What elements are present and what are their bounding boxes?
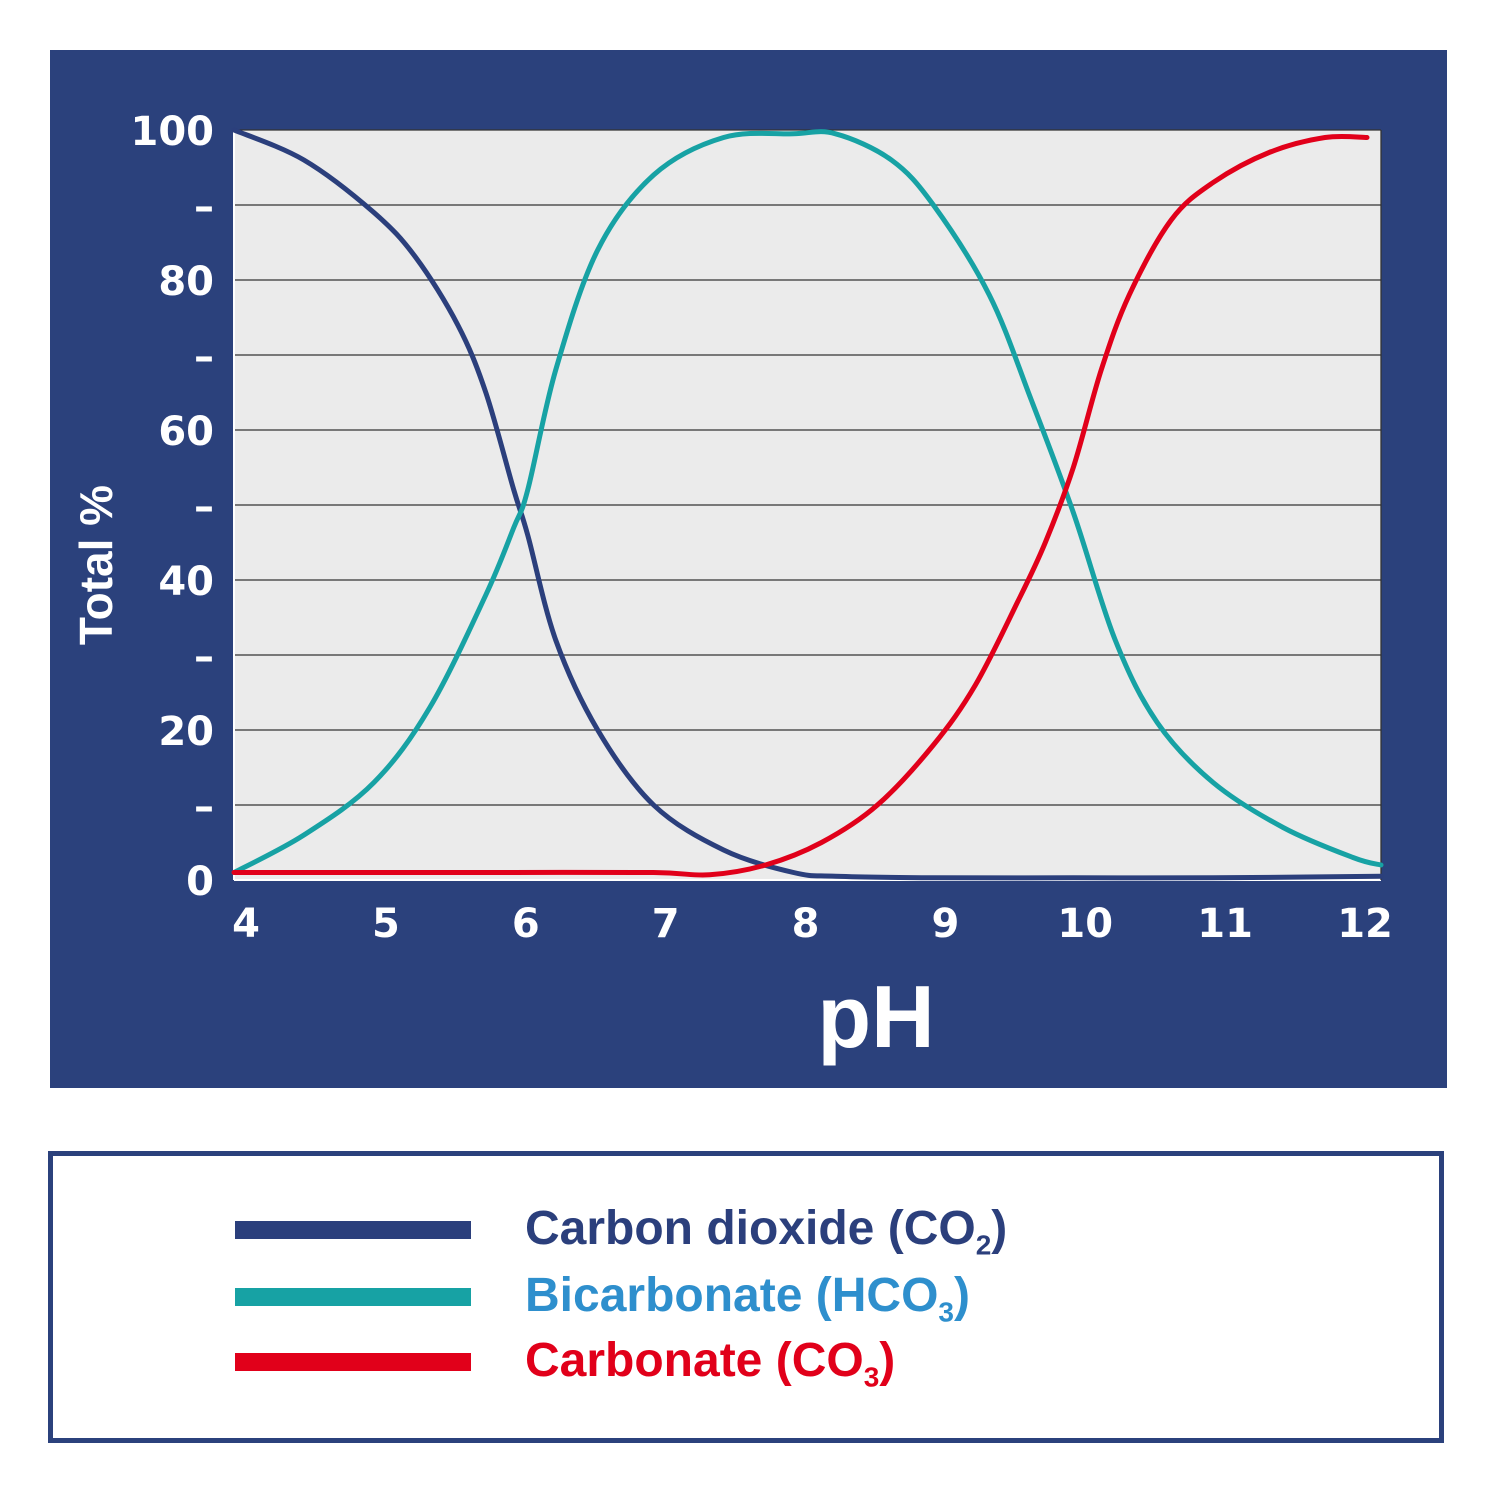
legend-swatch-carbon-dioxide — [235, 1221, 471, 1239]
legend-subscript: 3 — [863, 1361, 880, 1393]
legend-swatch-carbonate — [235, 1353, 471, 1371]
x-axis-title: pH — [817, 967, 934, 1066]
y-tick-label: 40 — [158, 559, 214, 605]
legend-name: Carbonate — [525, 1334, 763, 1387]
y-tick-label: – — [194, 184, 214, 230]
y-tick-label: 20 — [158, 709, 214, 755]
legend-label-bicarbonate: Bicarbonate (HCO3) — [525, 1269, 970, 1328]
legend-formula: CO — [791, 1334, 864, 1387]
x-tick-label: 4 — [232, 901, 260, 947]
legend-label-carbon-dioxide: Carbon dioxide (CO2) — [525, 1202, 1008, 1261]
y-tick-label: 0 — [186, 859, 214, 905]
legend-formula: CO — [903, 1202, 976, 1255]
x-tick-labels: 4 5 6 7 8 9 10 11 12 — [232, 901, 1393, 947]
y-tick-label: 100 — [131, 109, 215, 155]
x-tick-label: 12 — [1337, 901, 1393, 947]
series-line-bicarbonate — [231, 129, 1384, 875]
x-tick-label: 8 — [792, 901, 820, 947]
series-layer — [231, 127, 1384, 881]
legend-swatch-bicarbonate — [235, 1288, 471, 1306]
legend-item-bicarbonate: Bicarbonate (HCO3) — [235, 1268, 1335, 1328]
y-tick-label: – — [194, 484, 214, 530]
legend-item-carbonate: Carbonate (CO3) — [235, 1333, 1335, 1393]
legend-name: Bicarbonate — [525, 1269, 803, 1322]
grid-lines — [234, 129, 1382, 881]
x-tick-label: 11 — [1197, 901, 1253, 947]
legend-name: Carbon dioxide — [525, 1202, 875, 1255]
y-tick-label: – — [194, 334, 214, 380]
x-tick-label: 6 — [512, 901, 540, 947]
x-tick-label: 7 — [652, 901, 680, 947]
legend-subscript: 2 — [975, 1229, 992, 1261]
legend-formula: HCO — [831, 1269, 939, 1322]
y-tick-label: – — [194, 784, 214, 830]
y-tick-label: 80 — [158, 259, 214, 305]
x-tick-label: 5 — [372, 901, 400, 947]
chart-svg: 0 – 20 – 40 – 60 – 80 – 100 4 5 6 7 8 9 10 11 12 Total % p… — [50, 50, 1447, 1088]
legend-label-carbonate: Carbonate (CO3) — [525, 1334, 896, 1393]
legend-subscript: 3 — [938, 1296, 954, 1328]
x-tick-label: 9 — [931, 901, 959, 947]
y-tick-label: – — [194, 634, 214, 680]
legend-item-carbon-dioxide: Carbon dioxide (CO2) — [235, 1201, 1335, 1261]
series-line-carbon-dioxide — [231, 127, 1384, 881]
y-tick-label: 60 — [158, 409, 214, 455]
legend: Carbon dioxide (CO2) Bicarbonate (HCO3) … — [48, 1151, 1444, 1443]
y-axis-title: Total % — [70, 485, 122, 645]
x-tick-label: 10 — [1057, 901, 1113, 947]
y-tick-labels: 0 – 20 – 40 – 60 – 80 – 100 — [131, 109, 215, 905]
series-line-carbonate — [231, 133, 1370, 878]
